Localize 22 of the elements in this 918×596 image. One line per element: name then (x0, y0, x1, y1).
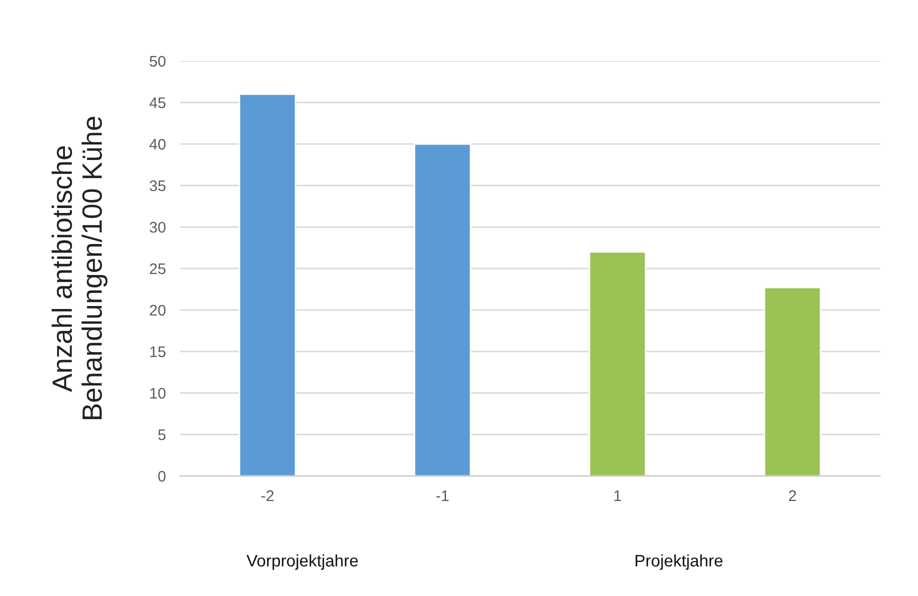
y-tick-label: 20 (150, 304, 166, 316)
y-axis-title: Anzahl antibiotische Behandlungen/100 Kühe (52, 116, 108, 420)
bar (238, 94, 296, 476)
bar (764, 286, 822, 476)
x-tick-label: -2 (261, 490, 274, 501)
bar (588, 251, 646, 476)
y-tick-label: 45 (149, 98, 166, 108)
y-tick-label: 35 (150, 180, 166, 192)
y-tick-label: 0 (158, 470, 166, 482)
y-tick-label: 10 (150, 388, 166, 399)
text: Projektjahre (636, 554, 722, 570)
y-tick-label: 15 (150, 346, 166, 358)
text: Vorprojektjahre (246, 554, 358, 570)
y-tick-label: 50 (150, 56, 166, 67)
x-tick-label: 2 (789, 490, 796, 501)
y-tick-label: 40 (149, 138, 166, 150)
y-tick-label: 30 (150, 222, 166, 233)
x-tick-label: -1 (436, 490, 449, 501)
y-tick-label: 25 (150, 263, 166, 274)
y-tick-label: 5 (158, 430, 166, 440)
bar (414, 143, 472, 476)
x-tick-label: 1 (614, 490, 622, 501)
